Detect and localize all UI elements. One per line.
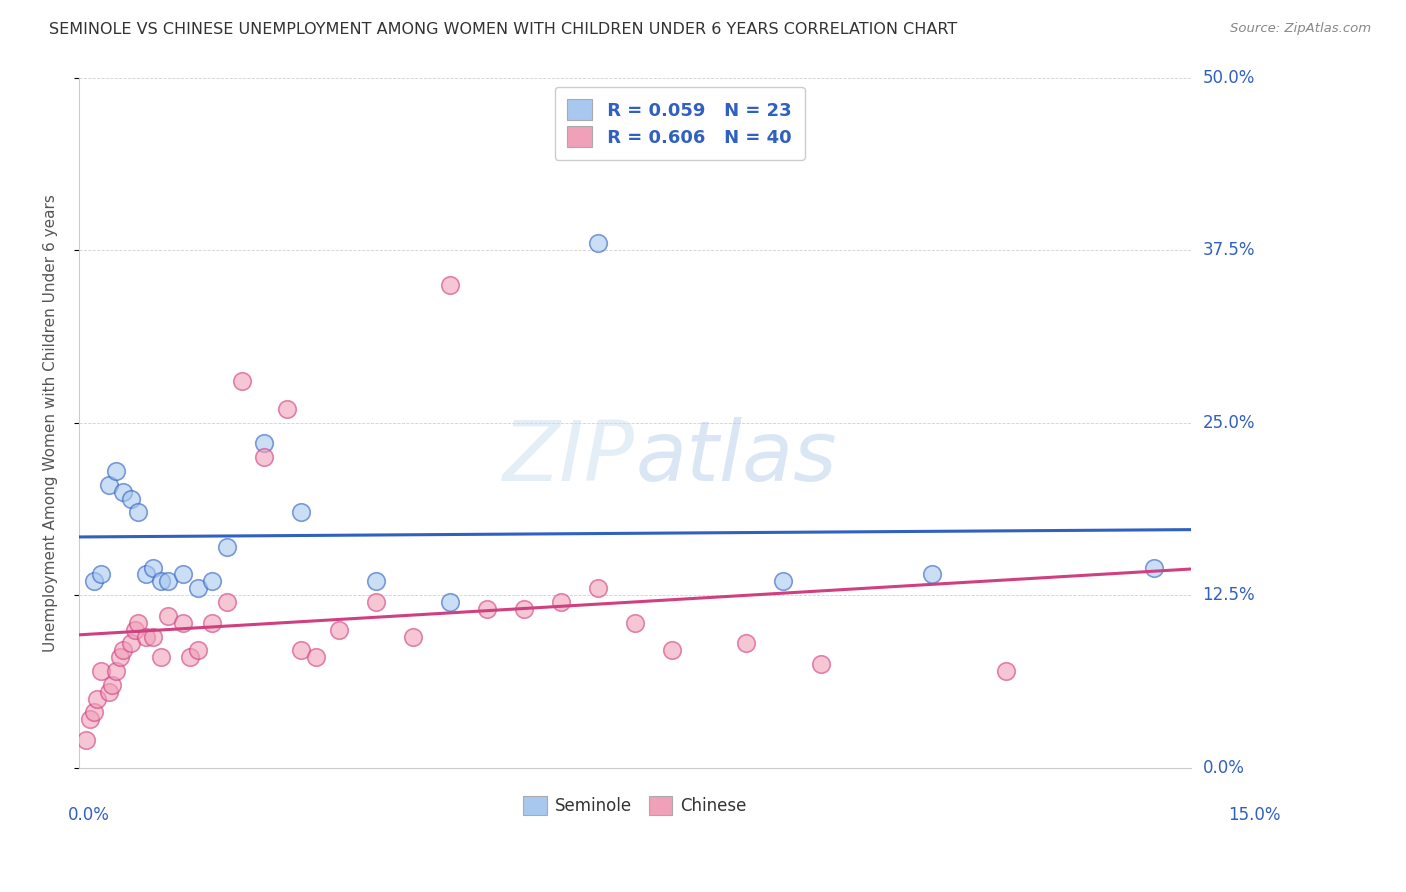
Text: 50.0%: 50.0% xyxy=(1202,69,1254,87)
Point xyxy=(142,630,165,644)
Point xyxy=(172,567,194,582)
Point xyxy=(179,650,201,665)
Point xyxy=(135,567,157,582)
Point xyxy=(127,615,149,630)
Text: ZIP: ZIP xyxy=(503,417,636,498)
Text: 15.0%: 15.0% xyxy=(1227,805,1281,823)
Point xyxy=(86,691,108,706)
Point xyxy=(83,574,105,589)
Point xyxy=(661,643,683,657)
Point xyxy=(120,636,142,650)
Point xyxy=(187,581,209,595)
Point xyxy=(83,706,105,720)
Point xyxy=(187,643,209,657)
Point xyxy=(217,595,239,609)
Point xyxy=(112,484,135,499)
Text: 0.0%: 0.0% xyxy=(1202,759,1244,777)
Point xyxy=(108,650,131,665)
Point xyxy=(550,595,572,609)
Point xyxy=(149,574,172,589)
Point xyxy=(439,277,461,292)
Point xyxy=(586,581,609,595)
Text: 12.5%: 12.5% xyxy=(1202,586,1256,604)
Point xyxy=(513,602,536,616)
Point xyxy=(156,608,179,623)
Point xyxy=(90,664,112,678)
Text: Source: ZipAtlas.com: Source: ZipAtlas.com xyxy=(1230,22,1371,36)
Point xyxy=(75,733,97,747)
Text: 0.0%: 0.0% xyxy=(67,805,110,823)
Point xyxy=(364,574,387,589)
Point xyxy=(79,712,101,726)
Point xyxy=(994,664,1017,678)
Point xyxy=(276,401,298,416)
Point xyxy=(105,664,128,678)
Point xyxy=(201,574,224,589)
Point xyxy=(475,602,498,616)
Point xyxy=(101,678,124,692)
Point xyxy=(810,657,832,672)
Point xyxy=(290,643,312,657)
Point xyxy=(156,574,179,589)
Point xyxy=(201,615,224,630)
Legend: Seminole, Chinese: Seminole, Chinese xyxy=(517,789,754,822)
Point xyxy=(439,595,461,609)
Point xyxy=(149,650,172,665)
Y-axis label: Unemployment Among Women with Children Under 6 years: Unemployment Among Women with Children U… xyxy=(44,194,58,651)
Point xyxy=(735,636,758,650)
Point xyxy=(586,236,609,251)
Text: SEMINOLE VS CHINESE UNEMPLOYMENT AMONG WOMEN WITH CHILDREN UNDER 6 YEARS CORRELA: SEMINOLE VS CHINESE UNEMPLOYMENT AMONG W… xyxy=(49,22,957,37)
Point xyxy=(921,567,943,582)
Point xyxy=(135,630,157,644)
Text: atlas: atlas xyxy=(636,417,837,498)
Point xyxy=(97,477,120,491)
Point xyxy=(142,560,165,574)
Point xyxy=(97,685,120,699)
Point xyxy=(364,595,387,609)
Point xyxy=(105,464,128,478)
Point xyxy=(328,623,350,637)
Point xyxy=(1143,560,1166,574)
Text: 37.5%: 37.5% xyxy=(1202,241,1256,259)
Point xyxy=(624,615,647,630)
Point xyxy=(112,643,135,657)
Point xyxy=(231,374,253,388)
Point xyxy=(290,505,312,519)
Point xyxy=(120,491,142,506)
Point xyxy=(253,436,276,450)
Point xyxy=(305,650,328,665)
Point xyxy=(90,567,112,582)
Point xyxy=(772,574,794,589)
Point xyxy=(253,450,276,464)
Point xyxy=(124,623,146,637)
Point xyxy=(217,540,239,554)
Point xyxy=(402,630,425,644)
Point xyxy=(127,505,149,519)
Text: 25.0%: 25.0% xyxy=(1202,414,1256,432)
Point xyxy=(172,615,194,630)
